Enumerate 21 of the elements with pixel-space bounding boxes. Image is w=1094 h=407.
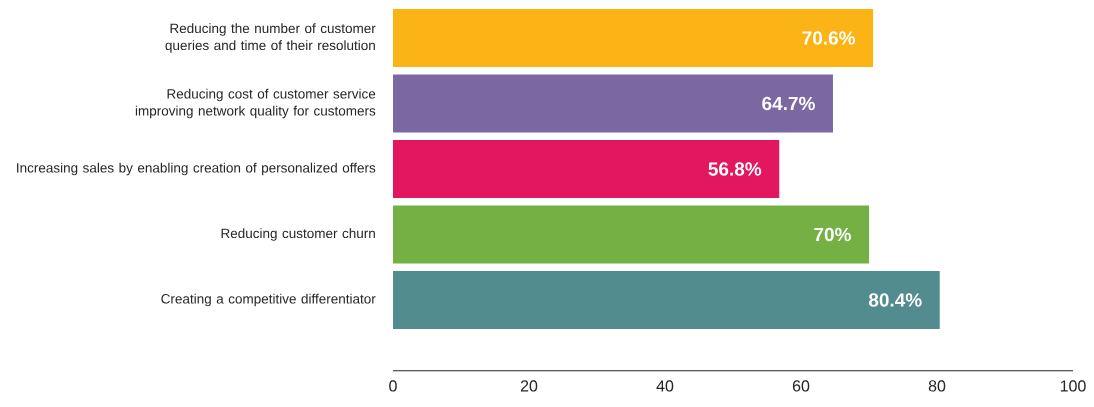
x-tick-label: 100	[1060, 380, 1086, 392]
bar	[393, 9, 874, 67]
bar	[393, 140, 780, 198]
data-label: 64.7%	[762, 96, 815, 111]
y-tick-label: Reducing cost of customer service improving network quality for customers	[135, 88, 376, 119]
x-tick-label: 60	[792, 380, 810, 392]
bar	[393, 74, 833, 133]
data-label: 70%	[814, 227, 851, 242]
x-tick-label: 80	[928, 380, 946, 392]
x-tick-label: 40	[656, 380, 674, 392]
data-label: 80.4%	[868, 293, 922, 307]
data-label: 56.8%	[708, 162, 762, 176]
y-tick-label: Reducing customer churn	[221, 228, 375, 241]
bar	[393, 271, 940, 329]
data-label: 70.6%	[802, 31, 856, 45]
y-tick-label: Creating a competitive differentiator	[161, 293, 376, 307]
x-tick-label: 20	[520, 380, 538, 392]
y-tick-label: Reducing the number of customer queries and time of their resolution	[165, 23, 376, 53]
x-tick-label: 0	[389, 380, 397, 392]
y-tick-label: Increasing sales by enabling creation of personalized offers	[17, 162, 376, 176]
bar	[393, 205, 870, 264]
